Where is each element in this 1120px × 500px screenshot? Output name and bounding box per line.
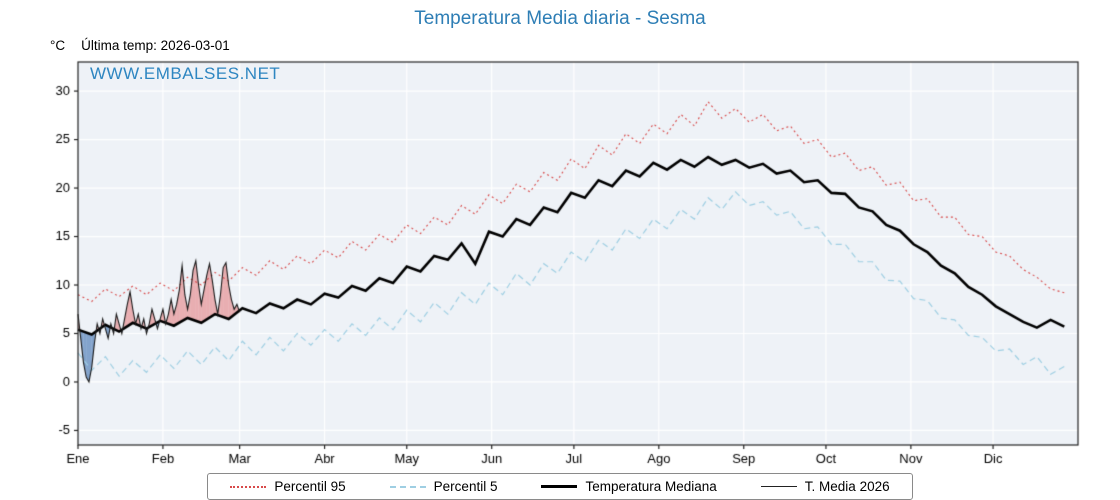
legend-item-temperatura-mediana: Temperatura Mediana: [541, 479, 717, 494]
legend-box: Percentil 95 Percentil 5 Temperatura Med…: [207, 473, 913, 500]
watermark: WWW.EMBALSES.NET: [90, 64, 281, 83]
subheader: °C Última temp: 2026-03-01: [50, 38, 230, 53]
percentil-95-line-swatch: [230, 485, 267, 488]
legend-label: T. Media 2026: [804, 479, 890, 494]
page-title: Temperatura Media diaria - Sesma: [414, 8, 706, 29]
percentil-5-line-swatch: [389, 485, 426, 488]
legend-label: Temperatura Mediana: [585, 479, 717, 494]
legend-item-t-media-2026: T. Media 2026: [760, 479, 890, 494]
chart-canvas: [0, 56, 1120, 470]
legend-label: Percentil 5: [433, 479, 498, 494]
temperatura-mediana-line-swatch: [541, 485, 578, 488]
legend-label: Percentil 95: [274, 479, 346, 494]
last-temp-label: Última temp: 2026-03-01: [81, 38, 230, 53]
y-axis-unit-label: °C: [50, 38, 66, 53]
legend: Percentil 95 Percentil 5 Temperatura Med…: [0, 473, 1120, 500]
legend-item-percentil-95: Percentil 95: [230, 479, 346, 494]
t-media-2026-line-swatch: [760, 486, 797, 487]
legend-item-percentil-5: Percentil 5: [389, 479, 498, 494]
